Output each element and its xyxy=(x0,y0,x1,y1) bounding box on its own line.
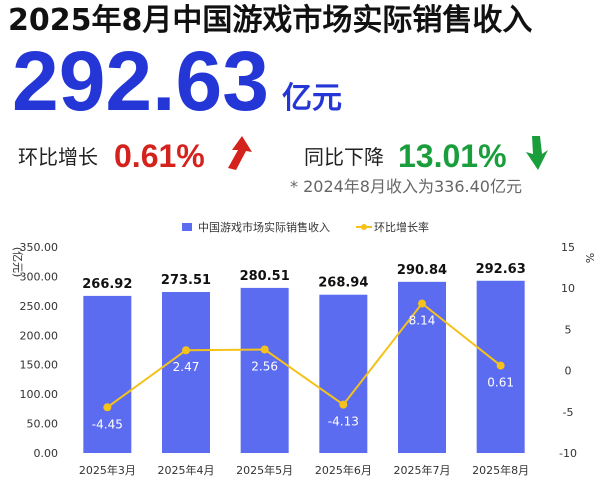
line-point xyxy=(182,346,190,355)
line-point xyxy=(339,400,348,409)
big-unit: 亿元 xyxy=(282,81,342,116)
y-tick-label: 0.00 xyxy=(34,447,59,460)
big-value: 292.63 xyxy=(12,34,269,128)
x-tick-label: 2025年7月 xyxy=(394,463,451,477)
mom-value: 0.61% xyxy=(114,138,205,174)
line-value-label: 0.61 xyxy=(487,376,514,390)
x-tick-label: 2025年5月 xyxy=(236,463,293,477)
y-tick-label: 250.00 xyxy=(20,300,59,313)
line-point xyxy=(103,403,112,412)
legend-label: 环比增长率 xyxy=(374,220,429,234)
y-tick-label: 50.00 xyxy=(27,418,59,431)
y2-tick-label: 10 xyxy=(561,282,575,295)
y-tick-label: 150.00 xyxy=(20,359,59,372)
bar xyxy=(83,295,132,453)
mom-label: 环比增长 xyxy=(18,145,98,169)
bar-value-label: 290.84 xyxy=(397,263,447,278)
y-tick-label: 300.00 xyxy=(20,270,59,283)
y2-tick-label: 5 xyxy=(565,323,572,336)
y2-tick-label: -5 xyxy=(563,406,574,419)
legend-label: 中国游戏市场实际销售收入 xyxy=(198,220,330,234)
yoy-value: 13.01% xyxy=(398,138,507,174)
bar xyxy=(162,292,210,453)
line-value-label: 8.14 xyxy=(409,314,436,328)
note: * 2024年8月收入为336.40亿元 xyxy=(290,177,522,196)
bar-value-label: 280.51 xyxy=(240,269,290,284)
y-tick-label: 100.00 xyxy=(20,388,59,401)
line-value-label: 2.47 xyxy=(173,360,200,374)
bar-value-label: 266.92 xyxy=(82,277,132,292)
bar-value-label: 268.94 xyxy=(318,276,368,291)
bar xyxy=(398,281,446,453)
down-arrow xyxy=(526,136,548,170)
line-value-label: -4.45 xyxy=(92,417,123,431)
y2-tick-label: 15 xyxy=(561,241,575,254)
bar xyxy=(319,294,368,453)
bar-value-label: 292.63 xyxy=(476,262,526,277)
line xyxy=(106,302,502,409)
y2-tick-label: 0 xyxy=(565,365,572,378)
yoy-label: 同比下降 xyxy=(304,145,384,169)
line-value-label: -4.13 xyxy=(328,415,359,429)
y-tick-label: 200.00 xyxy=(20,329,59,342)
legend-swatch xyxy=(182,223,192,231)
up-arrow xyxy=(228,136,252,170)
x-tick-label: 2025年3月 xyxy=(79,463,136,477)
title: 2025年8月中国游戏市场实际销售收入 xyxy=(8,3,532,38)
legend-swatch xyxy=(361,224,367,230)
bar xyxy=(240,287,289,453)
x-tick-label: 2025年8月 xyxy=(472,463,529,477)
line-point xyxy=(260,345,269,354)
y2-axis-title: % xyxy=(583,253,596,263)
line-point xyxy=(418,299,426,308)
x-tick-label: 2025年6月 xyxy=(315,463,372,477)
y-axis-title: (亿元) xyxy=(11,247,24,278)
line-point xyxy=(496,361,505,370)
line-value-label: 2.56 xyxy=(251,360,278,374)
x-tick-label: 2025年4月 xyxy=(158,463,215,477)
bar-value-label: 273.51 xyxy=(161,273,211,288)
y2-tick-label: -10 xyxy=(559,447,577,460)
y-tick-label: 350.00 xyxy=(20,241,59,254)
